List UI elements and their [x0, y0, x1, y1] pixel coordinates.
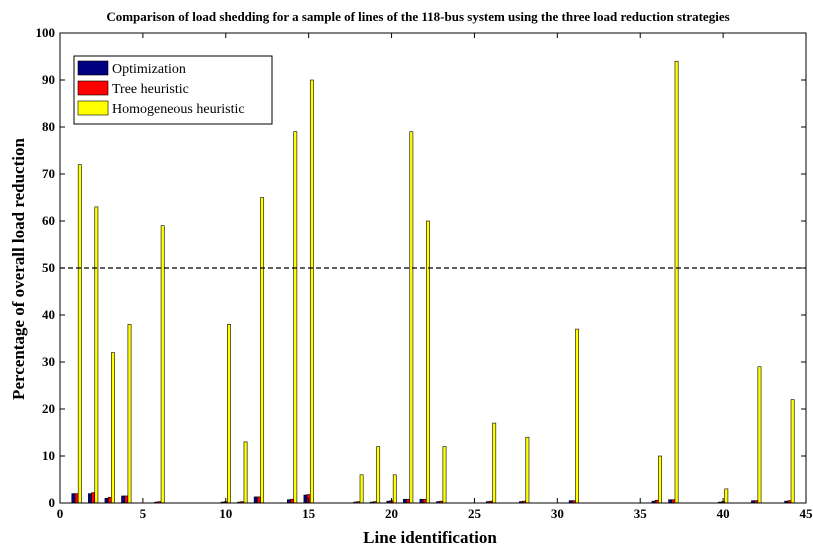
- bar: [790, 399, 795, 504]
- bar: [419, 498, 424, 504]
- y-tick-label: 100: [36, 25, 56, 40]
- bar: [290, 498, 294, 504]
- bar: [442, 446, 447, 504]
- bar: [77, 164, 82, 504]
- bar: [674, 60, 679, 504]
- y-tick-label: 30: [42, 354, 55, 369]
- legend-swatch: [77, 60, 109, 76]
- bar: [492, 422, 497, 504]
- x-tick-label: 40: [717, 506, 730, 521]
- y-tick-label: 60: [42, 213, 55, 228]
- bar: [309, 79, 314, 504]
- y-axis-label: Percentage of overall load reduction: [9, 138, 28, 400]
- legend: Optimization Tree heuristic Homogeneous he…: [73, 55, 273, 125]
- bar: [359, 474, 364, 504]
- bar: [303, 494, 308, 504]
- bar: [376, 446, 381, 504]
- y-tick-label: 40: [42, 307, 55, 322]
- bar: [160, 225, 165, 504]
- bar: [227, 324, 231, 504]
- bar: [74, 493, 79, 504]
- bar: [257, 496, 261, 504]
- bar: [525, 436, 530, 504]
- bar: [127, 324, 132, 504]
- bar: [107, 497, 112, 504]
- x-tick-label: 20: [385, 506, 398, 521]
- bar: [91, 492, 96, 504]
- bar: [422, 498, 427, 504]
- axes: 0 5 10 15 20 25 30 35 40 45 0 10 20 30 40 50 60 70 80 90 100: [36, 25, 813, 521]
- legend-label: Tree heuristic: [112, 82, 189, 97]
- bar: [406, 498, 411, 504]
- bar: [88, 493, 92, 504]
- legend-label: Homogeneous heuristic: [112, 102, 245, 117]
- chart-title: Comparison of load shedding for a sample…: [106, 9, 729, 24]
- legend-swatch: [77, 80, 109, 96]
- bar: [757, 366, 762, 504]
- y-tick-label: 20: [42, 401, 55, 416]
- y-tick-label: 70: [42, 166, 55, 181]
- y-tick-label: 10: [42, 448, 55, 463]
- bar: [121, 495, 126, 504]
- x-tick-label: 25: [468, 506, 482, 521]
- legend-label: Optimization: [112, 62, 186, 77]
- y-tick-label: 50: [42, 260, 55, 275]
- bar: [111, 352, 115, 504]
- bar: [409, 131, 414, 504]
- bar: [253, 496, 258, 504]
- bar: [658, 455, 662, 504]
- bar: [94, 206, 99, 504]
- bar: [724, 488, 729, 504]
- y-tick-label: 90: [42, 72, 55, 87]
- bar: [575, 328, 580, 504]
- x-tick-label: 0: [57, 506, 64, 521]
- x-tick-label: 45: [800, 506, 813, 521]
- bar: [426, 220, 430, 504]
- x-tick-label: 35: [634, 506, 648, 521]
- x-tick-label: 15: [302, 506, 316, 521]
- bar: [124, 495, 129, 504]
- x-tick-label: 5: [140, 506, 147, 521]
- legend-swatch: [77, 100, 109, 116]
- x-axis-label: Line identification: [363, 528, 497, 547]
- y-tick-label: 80: [42, 119, 55, 134]
- bar: [403, 498, 407, 504]
- x-tick-label: 30: [551, 506, 564, 521]
- y-tick-label: 0: [49, 495, 56, 510]
- bar: [104, 497, 109, 504]
- x-tick-label: 10: [219, 506, 232, 521]
- bar: [392, 474, 397, 504]
- bar: [260, 197, 265, 504]
- bar: [243, 441, 248, 504]
- bar: [293, 131, 298, 504]
- bar: [71, 493, 76, 504]
